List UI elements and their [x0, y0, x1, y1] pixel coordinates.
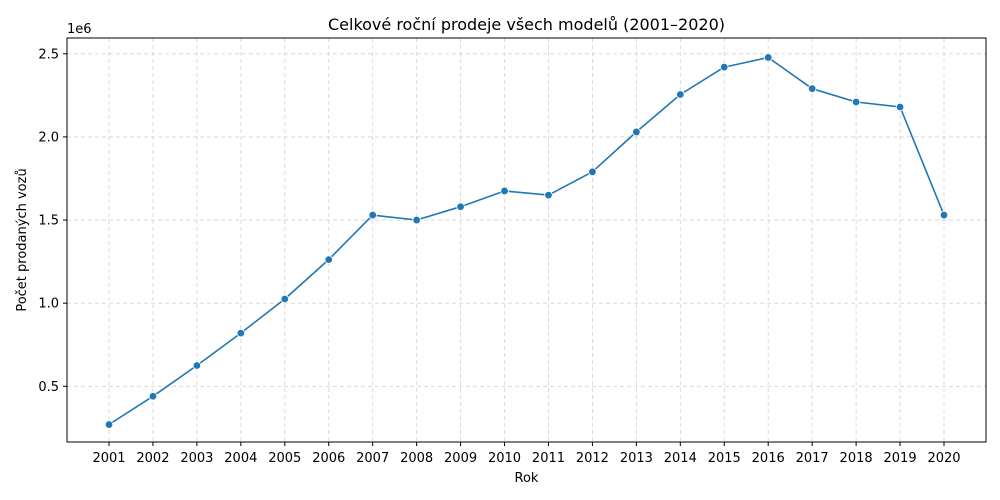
x-tick-label: 2005: [268, 451, 301, 466]
x-axis-ticks: 2001 2002 2003 2004 2005 2006 2007 2008 2009 2010…: [92, 442, 961, 466]
data-point: [412, 215, 421, 225]
data-point: [720, 62, 729, 72]
y-tick-label: 2.0: [38, 130, 59, 145]
y-tick-label: 1.5: [38, 214, 59, 229]
x-tick-label: 2011: [532, 451, 565, 466]
series-layer: [104, 53, 949, 429]
y-axis-label: Počet prodaných vozů: [15, 168, 30, 311]
grid-lines: [67, 38, 986, 442]
x-tick-label: 2020: [927, 451, 960, 466]
data-point: [192, 361, 202, 370]
plot-area-frame: [66, 37, 987, 443]
data-point: [939, 210, 949, 220]
y-tick-label: 1.0: [38, 297, 59, 312]
data-point: [500, 186, 509, 196]
data-point: [456, 202, 465, 211]
data-point: [676, 90, 685, 99]
x-tick-label: 2001: [92, 451, 125, 466]
x-tick-label: 2019: [884, 451, 917, 466]
x-tick-label: 2014: [664, 451, 697, 466]
data-point: [851, 97, 861, 107]
data-point: [324, 255, 333, 264]
x-tick-label: 2004: [224, 451, 257, 466]
x-tick-label: 2012: [576, 451, 609, 466]
x-tick-label: 2010: [488, 451, 521, 466]
data-point: [104, 420, 114, 429]
x-axis-label: Rok: [515, 471, 539, 486]
x-tick-label: 2013: [620, 451, 653, 466]
x-tick-label: 2007: [356, 451, 389, 466]
data-point: [764, 53, 773, 62]
data-point: [236, 328, 246, 338]
x-tick-label: 2015: [708, 451, 741, 466]
x-tick-label: 2016: [752, 451, 785, 466]
x-tick-label: 2008: [400, 451, 433, 466]
data-point: [895, 102, 905, 112]
series-line: [108, 56, 945, 426]
y-tick-label: 0.5: [38, 380, 59, 395]
y-axis-offset-label: 1e6: [67, 22, 92, 37]
x-tick-label: 2003: [180, 451, 213, 466]
data-point: [280, 294, 289, 304]
data-point: [807, 84, 817, 93]
data-point: [544, 190, 553, 200]
data-point: [632, 127, 641, 137]
x-tick-label: 2017: [796, 451, 829, 466]
data-point: [368, 210, 377, 220]
x-tick-label: 2002: [136, 451, 169, 466]
x-tick-label: 2018: [840, 451, 873, 466]
data-point: [148, 392, 158, 401]
x-tick-label: 2006: [312, 451, 345, 466]
y-axis-ticks: 0.5 1.0 1.5 2.0 2.5: [38, 47, 67, 395]
chart-title: Celkové roční prodeje všech modelů (2001…: [328, 15, 725, 34]
data-point: [588, 167, 597, 177]
x-tick-label: 2009: [444, 451, 477, 466]
y-tick-label: 2.5: [38, 47, 59, 62]
